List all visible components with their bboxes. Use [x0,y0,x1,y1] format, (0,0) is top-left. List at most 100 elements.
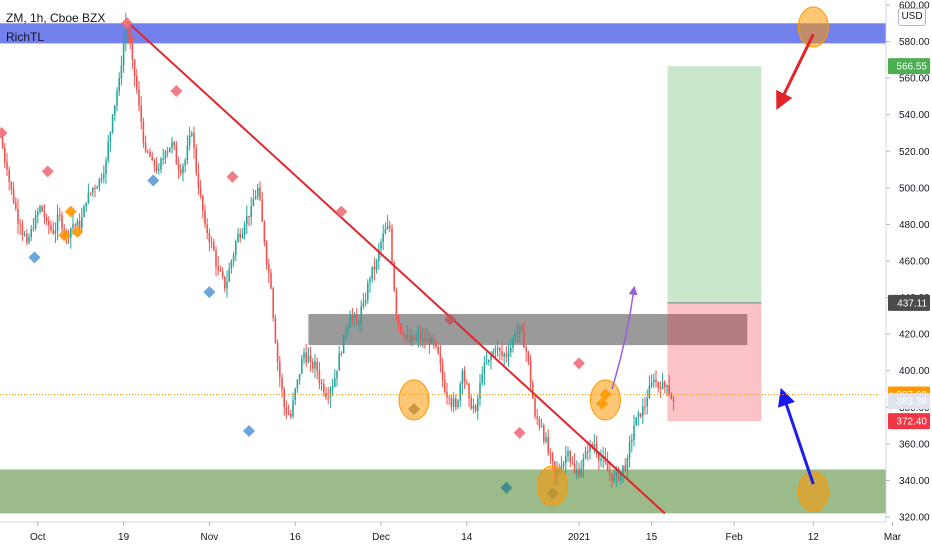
candle [349,310,351,328]
candle [457,399,459,410]
candle-body [424,337,426,342]
candle [595,435,598,458]
candle-body [358,323,360,325]
candle [472,398,475,414]
candle [287,404,290,416]
candle-body [208,232,211,243]
candle-body [369,279,371,283]
price-tag-bg [888,393,930,410]
y-tick-label: 320.00 [899,513,930,524]
candle [197,162,200,195]
candle [433,334,435,349]
top-resistance-zone [0,23,886,44]
candle [50,220,52,233]
candle-body [147,151,149,153]
candle [12,181,15,205]
candle-body [661,381,664,389]
candle-body [444,379,446,392]
candle-body [279,361,281,378]
candle [155,156,158,174]
candle-body [457,400,459,408]
candle [397,314,400,332]
candle-body [265,242,268,265]
candle [248,215,250,227]
highlight-circle [537,465,569,507]
candle [413,334,415,342]
candle-body [241,234,244,238]
candle [210,236,213,249]
candle [208,228,211,252]
candle-body [254,196,257,200]
candle-body [307,355,310,363]
candle-body [433,337,435,342]
highlight-circle [398,379,430,421]
candle-body [353,315,356,318]
candle [164,149,167,164]
candle-body [527,351,530,362]
candle [327,386,329,405]
candle-body [389,225,391,229]
candle-body [362,303,365,307]
candle-body [246,215,248,225]
candle-body [85,202,87,207]
candle [224,276,226,293]
candle [195,144,197,177]
candle-body [237,233,239,242]
candle-body [160,158,162,170]
candle-body [516,333,519,335]
candle-body [670,394,673,400]
signal-diamond-low [500,481,513,494]
price-tag: 566.55 [888,58,930,75]
candle-body [593,443,596,447]
candle-body [331,386,334,389]
candle-body [92,187,94,193]
candle [356,307,358,326]
candle [338,345,340,371]
candle-body [309,355,312,362]
candle [527,350,530,366]
candle [76,218,79,227]
candle [481,366,483,386]
candle [114,105,116,122]
candle-body [12,189,15,203]
price-tag: 383.38 [888,393,930,410]
candle-body [672,399,675,402]
candle [444,371,446,394]
candle [320,379,323,391]
candle [237,228,239,243]
y-tick-label: 540.00 [899,110,930,121]
candle [600,449,602,467]
candle [107,135,109,164]
candle-body [72,224,74,229]
candle-body [125,23,127,42]
candle-body [371,266,373,280]
candle-body [103,173,105,179]
candle [43,204,46,225]
candle [204,204,206,229]
candle-body [391,228,393,263]
y-tick-label: 460.00 [899,257,930,268]
candle [626,454,629,478]
indicator-name[interactable]: RichTL [6,30,45,44]
candle [4,142,6,168]
candle [549,447,552,464]
candle-body [422,337,424,340]
candle-body [615,468,618,477]
candle [188,126,191,151]
candle [369,275,371,293]
candle-body [360,306,362,324]
candle [340,351,343,357]
candle [664,380,666,394]
candle [323,379,325,397]
candle [415,330,417,343]
candle-body [470,398,472,409]
candle [499,346,501,361]
y-tick-label: 560.00 [899,74,930,85]
candle-body [177,164,180,170]
currency-button[interactable]: USD [898,8,926,26]
candle-body [94,187,96,189]
candle [153,158,156,173]
candle [613,469,615,484]
